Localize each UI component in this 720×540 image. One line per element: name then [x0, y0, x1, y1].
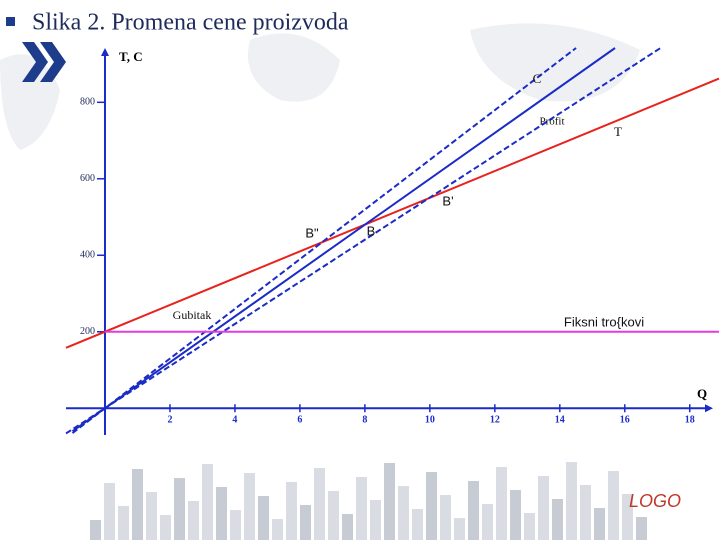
- deco-bar: [174, 478, 185, 540]
- deco-bar: [216, 487, 227, 540]
- y-tick-label: 600: [80, 173, 95, 184]
- deco-bar: [286, 482, 297, 540]
- annotation: C: [533, 71, 542, 86]
- y-tick-label: 200: [80, 326, 95, 337]
- deco-bar: [398, 486, 409, 540]
- deco-bar: [300, 505, 311, 540]
- deco-bar: [104, 483, 115, 540]
- x-tick-label: 2: [167, 415, 172, 426]
- deco-bar: [314, 468, 325, 540]
- logo-text: LOGO: [629, 491, 681, 511]
- deco-bar: [202, 464, 213, 540]
- deco-bar: [146, 492, 157, 540]
- deco-bar: [440, 495, 451, 540]
- deco-bar: [426, 472, 437, 540]
- series-line: [65, 47, 662, 435]
- annotation: T: [614, 124, 622, 139]
- deco-bar: [580, 485, 591, 540]
- deco-bar: [160, 515, 171, 540]
- x-tick-label: 14: [555, 415, 565, 426]
- deco-bar: [468, 481, 479, 540]
- x-tick-label: 16: [620, 415, 630, 426]
- x-tick-label: 4: [232, 415, 237, 426]
- x-axis-label: Q: [697, 386, 707, 401]
- deco-bar: [622, 494, 633, 540]
- logo-chevrons: [22, 42, 66, 82]
- deco-bar: [230, 510, 241, 540]
- annotation: B": [305, 225, 319, 240]
- x-tick-label: 6: [297, 415, 302, 426]
- y-tick-label: 400: [80, 250, 95, 261]
- series-line: [71, 47, 577, 434]
- deco-bar: [538, 476, 549, 540]
- deco-bar: [454, 518, 465, 540]
- deco-bar: [412, 509, 423, 540]
- series-line: [71, 47, 616, 432]
- deco-bar: [328, 491, 339, 540]
- deco-bar: [496, 467, 507, 540]
- x-tick-label: 10: [425, 415, 435, 426]
- annotation: Profit: [539, 116, 564, 128]
- deco-bar: [482, 504, 493, 540]
- deco-bar: [272, 519, 283, 540]
- footer-decoration: [90, 462, 647, 540]
- deco-bar: [258, 496, 269, 540]
- annotation: Fiksni tro{kovi: [564, 314, 644, 329]
- deco-bar: [636, 517, 647, 540]
- deco-bar: [356, 477, 367, 540]
- deco-bar: [132, 469, 143, 540]
- x-tick-label: 18: [685, 415, 695, 426]
- y-tick-label: 800: [80, 97, 95, 108]
- deco-bar: [188, 501, 199, 540]
- chart: Q T, C 2 4 6 8 10 12 14 16 18 200 400 600 800 C Profit T B…: [65, 47, 720, 435]
- deco-bar: [552, 499, 563, 540]
- annotation: B: [367, 223, 376, 238]
- x-tick-label: 8: [362, 415, 367, 426]
- annotation: Gubitak: [173, 308, 212, 322]
- series-line: [65, 77, 720, 349]
- deco-bar: [594, 508, 605, 540]
- annotation: B': [442, 193, 453, 208]
- map-decoration: [0, 23, 640, 150]
- deco-bar: [510, 490, 521, 540]
- x-axis-arrow: [705, 404, 713, 413]
- deco-bar: [90, 520, 101, 540]
- deco-bar: [384, 463, 395, 540]
- bullet: [6, 17, 15, 26]
- slide-title: Slika 2. Promena cene proizvoda: [32, 10, 349, 36]
- x-tick-label: 12: [490, 415, 500, 426]
- deco-bar: [342, 514, 353, 540]
- deco-bar: [370, 500, 381, 540]
- deco-bar: [524, 513, 535, 540]
- deco-bar: [244, 473, 255, 540]
- deco-bar: [118, 506, 129, 540]
- deco-bar: [566, 462, 577, 540]
- deco-bar: [608, 471, 619, 540]
- y-axis-label: T, C: [119, 49, 143, 64]
- y-axis-arrow: [100, 48, 109, 56]
